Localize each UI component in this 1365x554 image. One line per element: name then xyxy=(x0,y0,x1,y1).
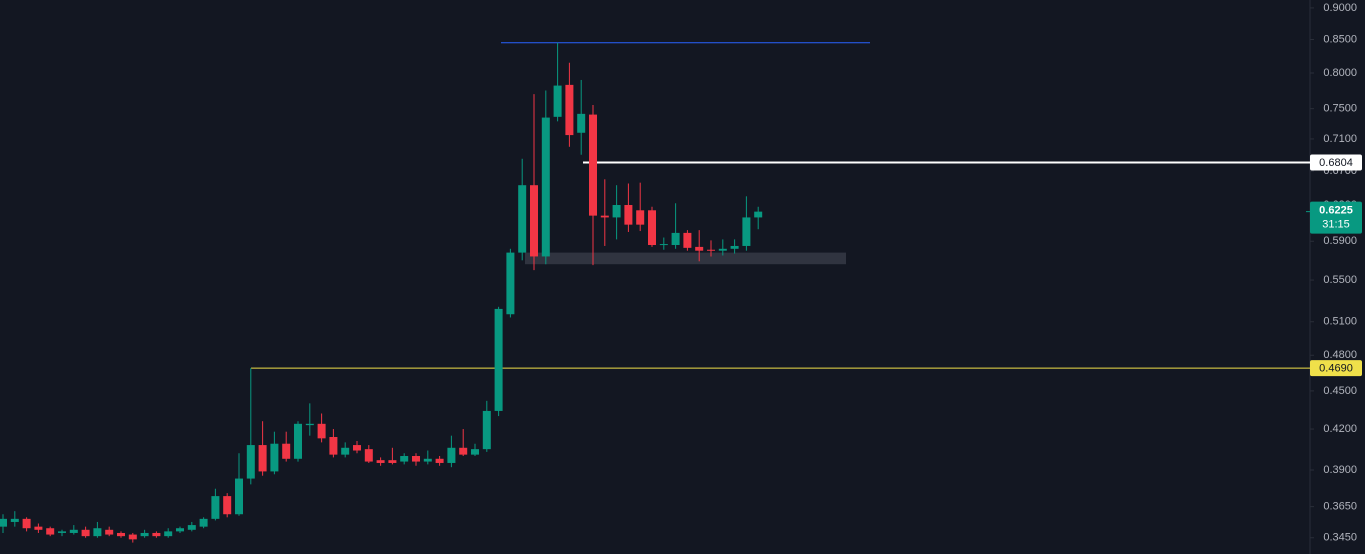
y-tick-label: 0.3900 xyxy=(1323,464,1357,476)
candle-body xyxy=(22,518,31,529)
y-tick-label: 0.3450 xyxy=(1323,532,1357,544)
candle-body xyxy=(258,445,267,472)
candle-body xyxy=(683,232,692,248)
candle-body xyxy=(494,308,503,411)
candle-body xyxy=(152,532,161,537)
candle-body xyxy=(541,117,550,257)
candle-body xyxy=(282,443,291,459)
y-tick-label: 0.5100 xyxy=(1323,316,1357,328)
candle-body xyxy=(471,449,479,455)
candle-body xyxy=(117,532,125,537)
candle-body xyxy=(400,456,409,462)
candle-body xyxy=(530,185,538,257)
candle-body xyxy=(81,529,90,537)
y-tick-label: 0.4800 xyxy=(1323,349,1357,361)
candle-body xyxy=(329,437,338,455)
candle-body xyxy=(695,246,704,251)
candle-body xyxy=(46,528,55,535)
candle-body xyxy=(235,478,243,515)
candle-body xyxy=(246,445,255,479)
candle-body xyxy=(128,534,137,540)
candle-body xyxy=(294,423,302,459)
candle-body xyxy=(176,528,184,532)
candle-body xyxy=(305,423,314,426)
candle-body xyxy=(577,113,586,133)
candle-body xyxy=(341,447,350,455)
candle-body xyxy=(600,215,609,218)
candle-body xyxy=(718,248,727,251)
candle-body xyxy=(140,532,149,537)
candle-body xyxy=(353,445,361,451)
candle-body xyxy=(317,423,326,439)
y-tick-label: 0.5500 xyxy=(1323,274,1357,286)
candle-body xyxy=(612,205,621,218)
candle-body xyxy=(459,447,468,455)
candle-body xyxy=(58,531,66,533)
candle-body xyxy=(10,518,19,522)
candle-body xyxy=(565,84,574,136)
zone xyxy=(525,252,846,265)
candle-body xyxy=(730,245,739,249)
price-label-box xyxy=(1310,154,1362,171)
candle-body xyxy=(69,529,78,533)
candle-body xyxy=(211,496,220,519)
candle-body xyxy=(671,232,680,246)
candle-body xyxy=(34,526,43,530)
candle-body xyxy=(589,114,597,216)
y-tick-label: 0.8000 xyxy=(1323,67,1357,79)
candle-body xyxy=(388,460,397,463)
countdown-label: 31:15 xyxy=(1322,219,1350,231)
y-tick-label: 0.7500 xyxy=(1323,103,1357,115)
last-price-label: 0.6225 xyxy=(1319,205,1353,217)
price-label: 0.6804 xyxy=(1319,157,1353,169)
candle-body xyxy=(187,525,196,530)
price-label-box xyxy=(1310,360,1362,377)
candle-body xyxy=(518,185,527,253)
candle-body xyxy=(553,85,562,117)
candle-body xyxy=(364,449,373,462)
candle-body xyxy=(624,205,633,225)
candle-body xyxy=(270,443,279,472)
candle-body xyxy=(376,460,385,463)
price-label: 0.4690 xyxy=(1319,362,1353,374)
candle-body xyxy=(164,531,173,537)
candle-body xyxy=(742,217,751,246)
candle-body xyxy=(754,211,763,218)
candle-body xyxy=(447,447,456,463)
y-tick-label: 0.4500 xyxy=(1323,385,1357,397)
candle-body xyxy=(0,518,7,527)
y-tick-label: 0.8500 xyxy=(1323,33,1357,45)
candle-body xyxy=(636,210,645,225)
candle-body xyxy=(93,528,102,537)
candle-body xyxy=(707,249,715,251)
candle-body xyxy=(105,529,114,535)
candle-body xyxy=(648,210,656,246)
last-price-box xyxy=(1310,201,1362,234)
candle-body xyxy=(482,410,491,450)
candle-body xyxy=(435,458,444,463)
y-tick-label: 0.9000 xyxy=(1323,2,1357,14)
y-tick-label: 0.5900 xyxy=(1323,235,1357,247)
candle-body xyxy=(423,458,432,462)
candle-body xyxy=(659,244,668,246)
y-tick-label: 0.4200 xyxy=(1323,423,1357,435)
candle-body xyxy=(199,518,208,527)
y-tick-label: 0.7100 xyxy=(1323,133,1357,145)
candle-body xyxy=(506,252,515,315)
candle-body xyxy=(412,456,420,462)
candle-body xyxy=(223,496,232,515)
y-tick-label: 0.3650 xyxy=(1323,501,1357,513)
